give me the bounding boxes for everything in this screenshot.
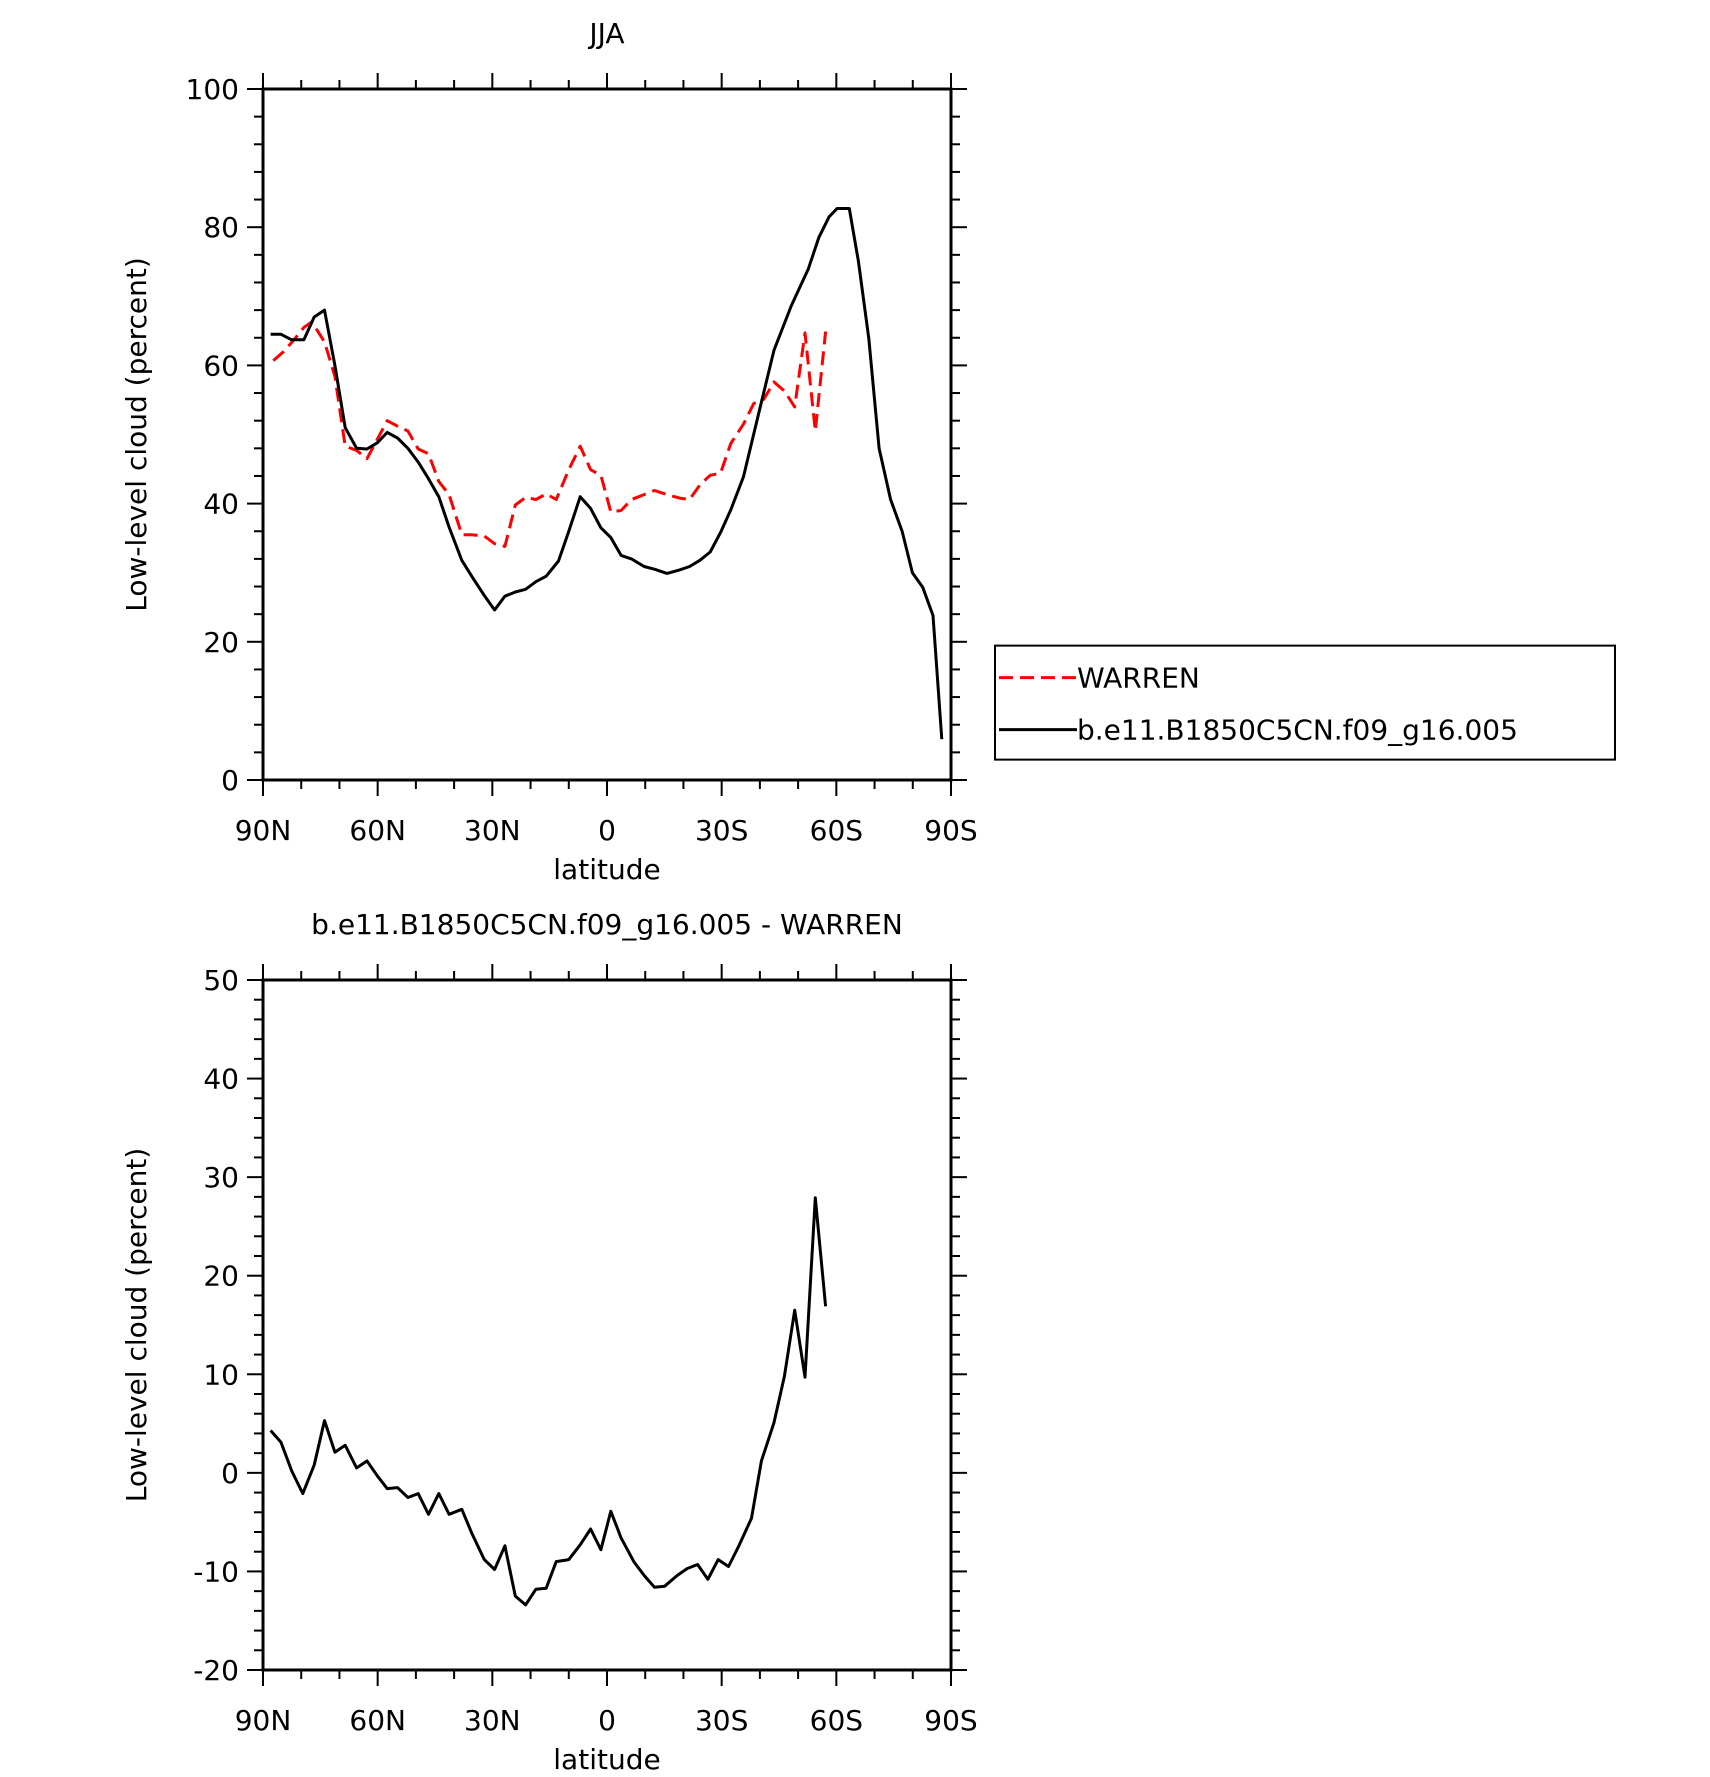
y-tick-label: 40 [203,488,239,521]
x-tick-label: 60N [349,1704,406,1737]
x-tick-label: 30N [464,1704,521,1737]
data-line [272,320,828,548]
y-tick-label: -10 [193,1555,239,1588]
y-tick-label: 10 [203,1358,239,1391]
x-tick-label: 60S [810,1704,863,1737]
x-axis-label: latitude [553,1743,660,1773]
y-tick-label: -20 [193,1654,239,1687]
y-tick-label: 0 [221,764,239,797]
y-axis-label: Low-level cloud (percent) [120,1148,153,1503]
data-line [270,207,944,740]
x-tick-label: 90S [924,1704,977,1737]
chart-title: JJA [587,17,624,50]
y-tick-label: 100 [186,73,239,106]
x-tick-label: 30S [695,1704,748,1737]
x-tick-label: 60N [349,814,406,847]
x-tick-label: 30N [464,814,521,847]
y-tick-label: 60 [203,349,239,382]
legend-label: b.e11.B1850C5CN.f09_g16.005 [1077,714,1518,747]
x-tick-label: 30S [695,814,748,847]
x-tick-label: 90N [235,1704,292,1737]
x-tick-label: 0 [598,1704,616,1737]
x-axis-label: latitude [553,853,660,886]
y-axis-label: Low-level cloud (percent) [120,257,153,612]
y-tick-label: 80 [203,211,239,244]
y-tick-label: 40 [203,1063,239,1096]
legend-box [994,644,1616,761]
x-tick-label: 60S [810,814,863,847]
x-tick-label: 90N [235,814,292,847]
chart-title: b.e11.B1850C5CN.f09_g16.005 - WARREN [311,908,903,941]
legend-label: WARREN [1077,662,1200,695]
y-tick-label: 20 [203,1260,239,1293]
data-line [269,1196,828,1607]
plot-frame [261,87,953,782]
y-tick-label: 50 [203,964,239,997]
x-tick-label: 90S [924,814,977,847]
plot-frame [261,978,953,1672]
y-tick-label: 30 [203,1161,239,1194]
y-tick-label: 20 [203,626,239,659]
y-tick-label: 0 [221,1457,239,1490]
x-tick-label: 0 [598,814,616,847]
